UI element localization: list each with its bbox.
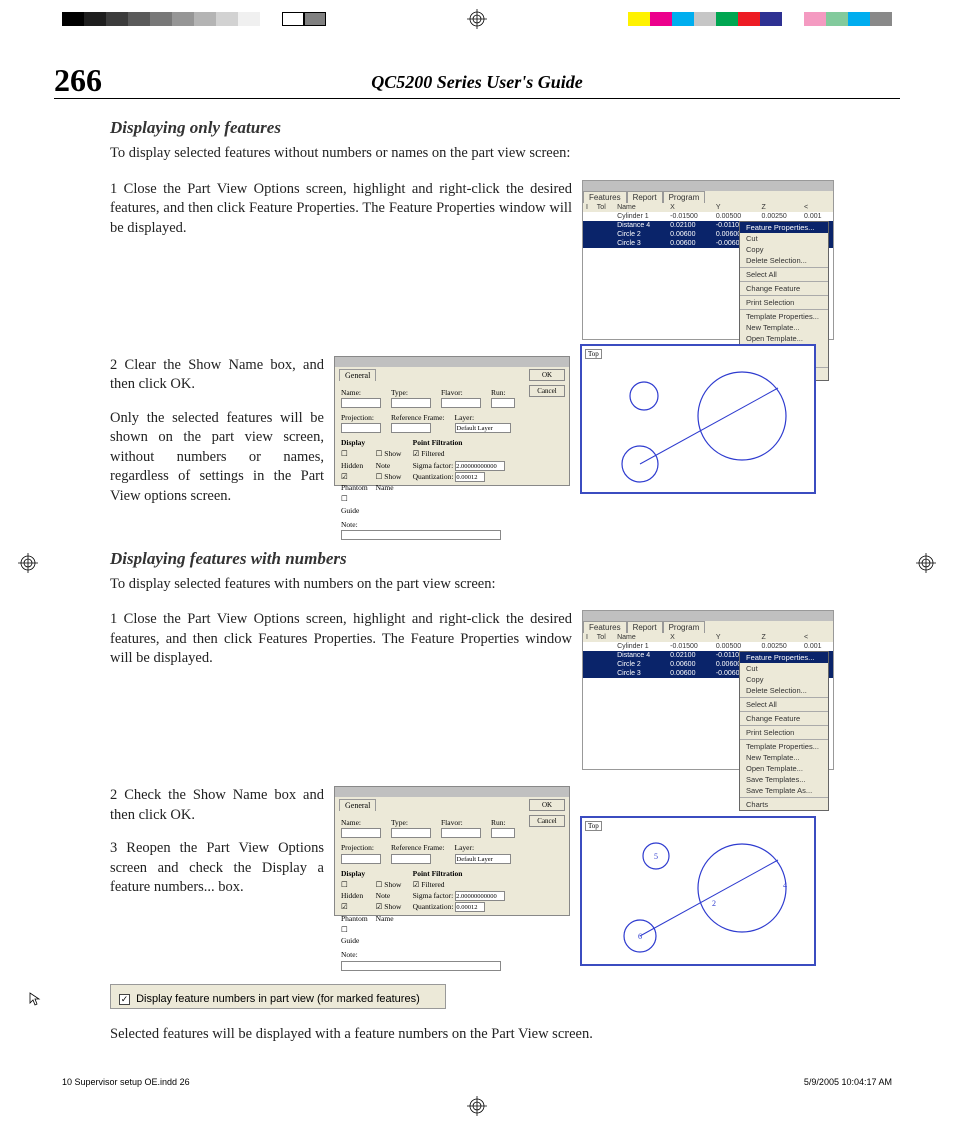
grayscale-bar-top	[62, 12, 326, 26]
features-window-screenshot: FeaturesReportProgram ITolNameXYZ<Cylind…	[582, 610, 834, 770]
header-rule	[54, 98, 900, 99]
document-title: QC5200 Series User's Guide	[54, 72, 900, 93]
page: 266 QC5200 Series User's Guide Displayin…	[54, 48, 900, 1078]
part-view-diagram: Top	[580, 344, 816, 494]
footer: 10 Supervisor setup OE.indd 26 5/9/2005 …	[62, 1077, 892, 1087]
view-label: Top	[585, 821, 602, 831]
step-text: 3 Reopen the Part View Options screen an…	[110, 840, 324, 895]
step-text: 1 Close the Part View Options screen, hi…	[110, 180, 572, 239]
note-text: Only the selected features will be shown…	[110, 410, 324, 504]
cursor-icon	[29, 992, 43, 1006]
checkbox-label: Display feature numbers in part view (fo…	[136, 993, 420, 1005]
footer-filename: 10 Supervisor setup OE.indd 26	[62, 1077, 190, 1087]
step-text: 2 Clear the Show Name box, and then clic…	[110, 357, 324, 393]
section-intro: To display selected features with number…	[110, 575, 844, 595]
svg-text:6: 6	[638, 932, 642, 941]
view-label: Top	[585, 349, 602, 359]
checkbox-option-screenshot: ✓ Display feature numbers in part view (…	[110, 984, 446, 1009]
color-bar-top	[628, 12, 892, 26]
content-area: Displaying only features To display sele…	[110, 112, 844, 1045]
registration-mark-icon	[467, 9, 487, 29]
svg-text:4: 4	[783, 881, 787, 890]
features-window-screenshot: FeaturesReportProgram ITolNameXYZ<Cylind…	[582, 180, 834, 340]
closing-text: Selected features will be displayed with…	[110, 1025, 650, 1045]
registration-mark-icon	[916, 553, 936, 573]
step-text: 1 Close the Part View Options screen, hi…	[110, 610, 572, 669]
part-view-diagram-numbered: Top 5 4 2 6	[580, 816, 816, 966]
footer-timestamp: 5/9/2005 10:04:17 AM	[804, 1077, 892, 1087]
step-text: 2 Check the Show Name box and then click…	[110, 787, 324, 823]
checkbox-icon: ✓	[119, 994, 130, 1005]
svg-text:5: 5	[654, 852, 658, 861]
section-intro: To display selected features without num…	[110, 144, 844, 164]
section-heading: Displaying only features	[110, 118, 844, 138]
registration-mark-icon	[18, 553, 38, 573]
registration-mark-icon	[467, 1096, 487, 1116]
svg-text:2: 2	[712, 899, 716, 908]
feature-properties-dialog-screenshot: GeneralOKCancelName:Type:Flavor:Run:Proj…	[334, 786, 570, 916]
feature-properties-dialog-screenshot: GeneralOKCancelName:Type:Flavor:Run:Proj…	[334, 356, 570, 486]
section-heading: Displaying features with numbers	[110, 549, 844, 569]
